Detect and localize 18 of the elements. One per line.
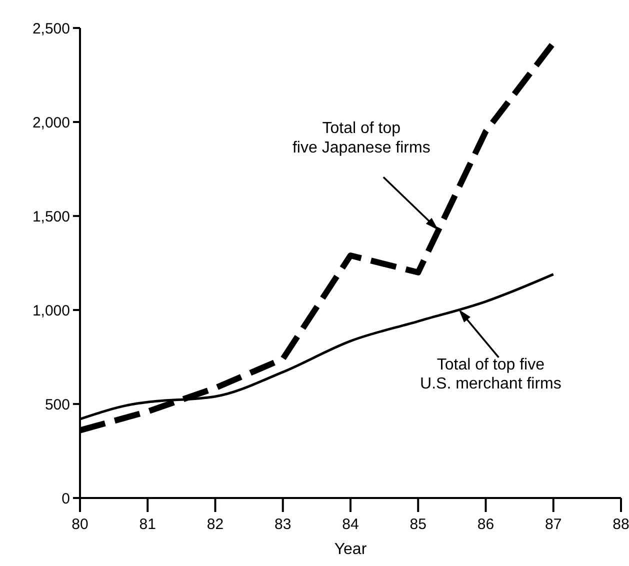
x-tick-label: 87 — [545, 516, 562, 533]
y-tick-label: 0 — [62, 490, 70, 508]
x-axis-title: Year — [334, 541, 368, 558]
x-tick-label: 88 — [612, 516, 629, 533]
y-tick-label: 1,500 — [32, 208, 70, 226]
x-tick-label: 84 — [342, 516, 359, 533]
x-tick-label: 80 — [72, 516, 88, 533]
x-tick-label: 86 — [477, 516, 494, 533]
x-tick-label: 85 — [410, 516, 426, 533]
text: Total of top five U.S. merchant firms — [420, 356, 562, 393]
x-tick-label: 81 — [139, 516, 156, 533]
x-tick-label: 82 — [206, 516, 224, 533]
text: Total of top five Japanese firms — [292, 120, 430, 156]
y-tick-label: 2,500 — [32, 20, 70, 38]
y-tick-label: 1,000 — [32, 302, 70, 320]
x-tick-label: 83 — [274, 516, 292, 533]
y-tick-label: 2,000 — [32, 114, 70, 132]
y-tick-label: 500 — [44, 396, 70, 414]
